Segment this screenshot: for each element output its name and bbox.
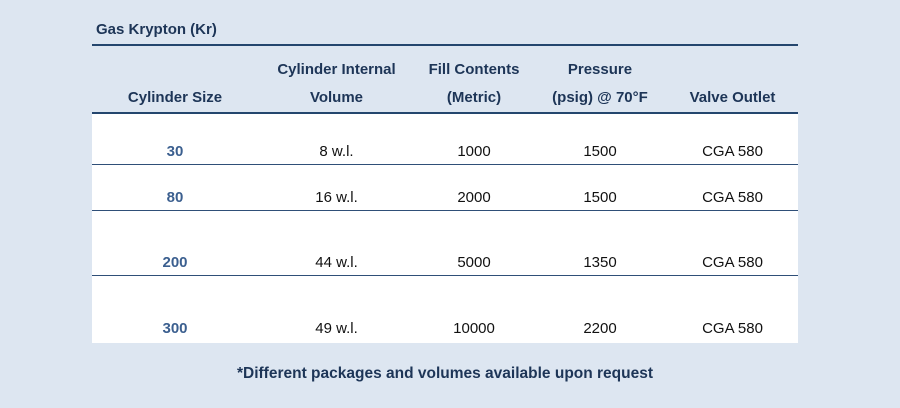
cell-size: 200 bbox=[162, 254, 188, 271]
cell-size: 30 bbox=[166, 143, 184, 160]
cell-valve: CGA 580 bbox=[702, 254, 763, 271]
cell-pressure: 1350 bbox=[583, 254, 617, 271]
table-row: 80 16 w.l. 2000 1500 CGA 580 bbox=[92, 165, 798, 211]
header-cylinder-size: Cylinder Size bbox=[127, 89, 223, 106]
table-row: 30 8 w.l. 1000 1500 CGA 580 bbox=[92, 114, 798, 165]
cell-pressure: 1500 bbox=[583, 143, 617, 160]
header-internal-volume: Cylinder Internal Volume bbox=[277, 61, 396, 106]
cell-fill: 1000 bbox=[457, 143, 491, 160]
cell-fill: 5000 bbox=[457, 254, 491, 271]
header-pressure: Pressure (psig) @ 70°F bbox=[552, 61, 648, 106]
cell-size: 300 bbox=[162, 320, 188, 337]
header-valve-outlet: Valve Outlet bbox=[689, 89, 776, 106]
header-fill-contents: Fill Contents (Metric) bbox=[428, 61, 520, 106]
cell-volume: 49 w.l. bbox=[315, 320, 358, 337]
table-header: Cylinder Size Cylinder Internal Volume Fi… bbox=[92, 56, 798, 112]
cell-fill: 2000 bbox=[457, 189, 491, 206]
cell-valve: CGA 580 bbox=[702, 143, 763, 160]
cell-valve: CGA 580 bbox=[702, 320, 763, 337]
cell-volume: 8 w.l. bbox=[319, 143, 354, 160]
cell-valve: CGA 580 bbox=[702, 189, 763, 206]
title-divider bbox=[92, 44, 798, 46]
cell-size: 80 bbox=[166, 189, 184, 206]
cell-volume: 44 w.l. bbox=[315, 254, 358, 271]
table-row: 300 49 w.l. 10000 2200 CGA 580 bbox=[92, 276, 798, 341]
table-title: Gas Krypton (Kr) bbox=[96, 21, 217, 38]
cell-pressure: 1500 bbox=[583, 189, 617, 206]
table-body: 30 8 w.l. 1000 1500 CGA 580 80 16 w.l. 2… bbox=[92, 112, 798, 343]
footnote: *Different packages and volumes availabl… bbox=[236, 365, 654, 382]
cell-fill: 10000 bbox=[453, 320, 495, 337]
table-row: 200 44 w.l. 5000 1350 CGA 580 bbox=[92, 211, 798, 276]
cell-pressure: 2200 bbox=[583, 320, 617, 337]
cell-volume: 16 w.l. bbox=[315, 189, 358, 206]
